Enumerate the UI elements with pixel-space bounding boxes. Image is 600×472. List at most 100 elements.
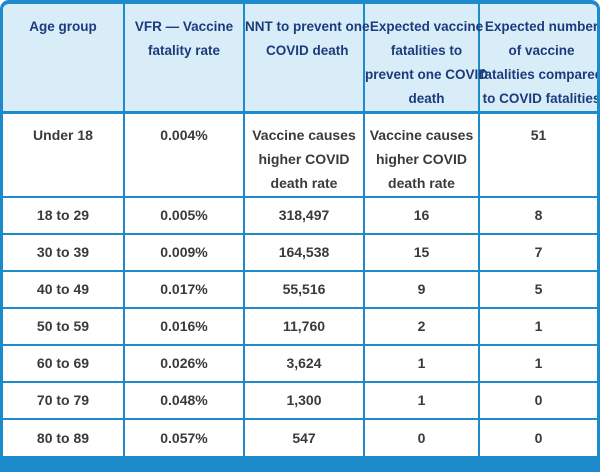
cell-nnt: 547 (243, 417, 365, 456)
header-expected-number: Expected number of vaccine fatalities co… (478, 4, 600, 114)
header-label: Expected vaccine fatalities to prevent o… (365, 19, 489, 106)
cell-value: 0 (534, 392, 543, 408)
cell-nnt: 11,760 (243, 306, 365, 346)
cell-value: 51 (530, 127, 547, 143)
cell-expected-fatalities: Vaccine causes higher COVID death rate (363, 111, 480, 198)
header-row: Age group VFR — Vaccine fatality rate NN… (3, 4, 600, 114)
cell-value: 70 to 79 (36, 392, 90, 408)
cell-age-group: 18 to 29 (3, 195, 125, 235)
cell-expected-fatalities: 15 (363, 232, 480, 272)
cell-value: 2 (417, 318, 426, 334)
cell-value: 9 (417, 281, 426, 297)
cell-value: 8 (534, 207, 543, 223)
cell-value: 1 (417, 355, 426, 371)
cell-value: Vaccine causes higher COVID death rate (252, 127, 356, 191)
cell-value: 7 (534, 244, 543, 260)
cell-expected-number: 7 (478, 232, 597, 272)
vaccine-risk-table: Age group VFR — Vaccine fatality rate NN… (3, 4, 597, 456)
cell-value: 0.057% (160, 429, 208, 446)
cell-vfr: 0.017% (123, 269, 245, 309)
cell-value: 164,538 (278, 244, 330, 260)
table-row-40-49: 40 to 49 0.017% 55,516 9 5 (3, 269, 597, 309)
cell-expected-number: 8 (478, 195, 597, 235)
cell-value: 60 to 69 (36, 355, 90, 371)
cell-value: 0 (417, 429, 426, 446)
cell-value: 50 to 59 (36, 318, 90, 334)
cell-value: 0.005% (160, 207, 208, 223)
cell-nnt: Vaccine causes higher COVID death rate (243, 111, 365, 198)
cell-expected-fatalities: 0 (363, 417, 480, 456)
cell-vfr: 0.004% (123, 111, 245, 198)
cell-value: 30 to 39 (36, 244, 90, 260)
table-row-70-79: 70 to 79 0.048% 1,300 1 0 (3, 380, 597, 420)
cell-value: Vaccine causes higher COVID death rate (369, 127, 474, 191)
cell-vfr: 0.057% (123, 417, 245, 456)
cell-value: 0.004% (160, 127, 208, 143)
header-vfr: VFR — Vaccine fatality rate (123, 4, 245, 114)
cell-expected-fatalities: 1 (363, 380, 480, 420)
cell-value: 11,760 (282, 318, 326, 334)
cell-vfr: 0.048% (123, 380, 245, 420)
cell-value: 1,300 (286, 392, 322, 408)
cell-expected-number: 0 (478, 380, 597, 420)
cell-vfr: 0.016% (123, 306, 245, 346)
cell-expected-fatalities: 1 (363, 343, 480, 383)
cell-vfr: 0.009% (123, 232, 245, 272)
cell-value: 15 (413, 244, 430, 260)
cell-nnt: 1,300 (243, 380, 365, 420)
cell-value: 3,624 (286, 355, 322, 371)
cell-expected-number: 1 (478, 343, 597, 383)
cell-age-group: 70 to 79 (3, 380, 125, 420)
table-row-80-89: 80 to 89 0.057% 547 0 0 (3, 417, 597, 456)
header-label: NNT to prevent one COVID death (245, 19, 370, 58)
cell-value: 0.026% (160, 355, 208, 371)
cell-vfr: 0.005% (123, 195, 245, 235)
cell-value: 80 to 89 (36, 429, 90, 446)
header-label: Expected number of vaccine fatalities co… (480, 19, 600, 106)
cell-expected-number: 1 (478, 306, 597, 346)
table-row-under-18: Under 18 0.004% Vaccine causes higher CO… (3, 111, 597, 198)
cell-nnt: 318,497 (243, 195, 365, 235)
cell-value: 0.048% (160, 392, 208, 408)
header-expected-fatalities: Expected vaccine fatalities to prevent o… (363, 4, 488, 114)
header-nnt: NNT to prevent one COVID death (243, 4, 370, 114)
table-row-18-29: 18 to 29 0.005% 318,497 16 8 (3, 195, 597, 235)
header-label: VFR — Vaccine fatality rate (134, 19, 234, 58)
table-row-60-69: 60 to 69 0.026% 3,624 1 1 (3, 343, 597, 383)
cell-nnt: 3,624 (243, 343, 365, 383)
cell-age-group: Under 18 (3, 111, 125, 198)
cell-nnt: 55,516 (243, 269, 365, 309)
cell-nnt: 164,538 (243, 232, 365, 272)
cell-value: 40 to 49 (36, 281, 90, 297)
cell-expected-number: 0 (478, 417, 597, 456)
cell-value: 0.016% (160, 318, 208, 334)
cell-vfr: 0.026% (123, 343, 245, 383)
table-row-30-39: 30 to 39 0.009% 164,538 15 7 (3, 232, 597, 272)
cell-value: 55,516 (282, 281, 326, 297)
cell-age-group: 30 to 39 (3, 232, 125, 272)
cell-value: 5 (534, 281, 543, 297)
cell-expected-fatalities: 16 (363, 195, 480, 235)
cell-value: 18 to 29 (36, 207, 90, 223)
cell-value: Under 18 (33, 127, 93, 143)
cell-expected-number: 5 (478, 269, 597, 309)
cell-age-group: 80 to 89 (3, 417, 125, 456)
cell-value: 1 (417, 392, 426, 408)
cell-value: 16 (413, 207, 430, 223)
header-age-group: Age group (3, 4, 125, 114)
cell-value: 547 (292, 429, 316, 446)
cell-expected-number: 51 (478, 111, 597, 198)
cell-value: 1 (534, 318, 543, 334)
cell-age-group: 60 to 69 (3, 343, 125, 383)
cell-value: 0 (534, 429, 543, 446)
cell-age-group: 40 to 49 (3, 269, 125, 309)
cell-value: 0.017% (160, 281, 208, 297)
cell-value: 318,497 (278, 207, 330, 223)
cell-value: 0.009% (160, 244, 208, 260)
cell-expected-fatalities: 9 (363, 269, 480, 309)
table-row-50-59: 50 to 59 0.016% 11,760 2 1 (3, 306, 597, 346)
cell-age-group: 50 to 59 (3, 306, 125, 346)
header-label: Age group (29, 19, 97, 34)
